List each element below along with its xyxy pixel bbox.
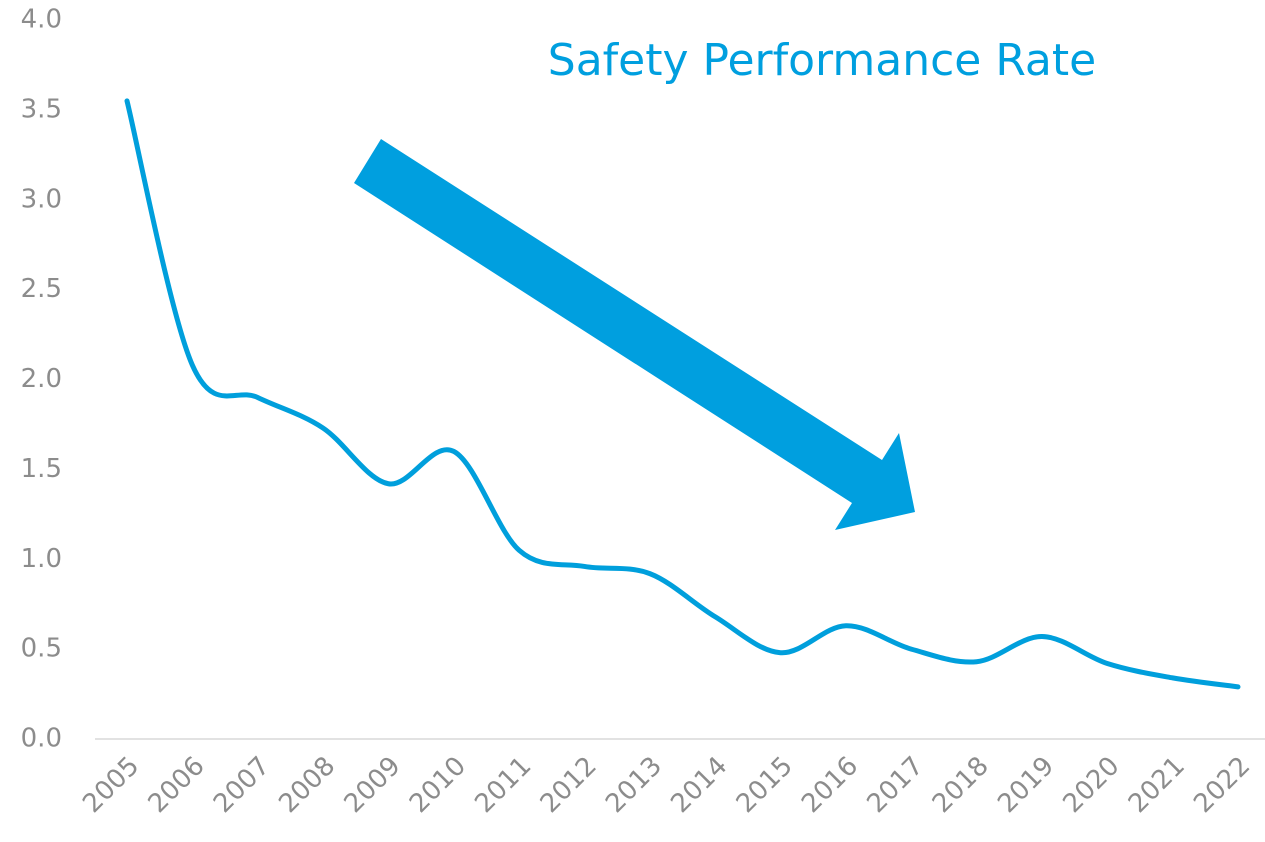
x-tick-label: 2017 (861, 751, 929, 819)
line-series (124, 98, 1241, 690)
x-tick-label: 2022 (1188, 751, 1256, 819)
x-tick-label: 2020 (1058, 751, 1126, 819)
x-tick-label: 2016 (796, 751, 864, 819)
x-tick-label: 2018 (927, 751, 995, 819)
x-tick-label: 2005 (77, 751, 145, 819)
y-tick-label: 3.5 (21, 94, 62, 124)
x-tick-label: 2021 (1123, 751, 1191, 819)
y-tick-label: 1.5 (21, 454, 62, 484)
y-tick-label: 3.0 (21, 184, 62, 214)
x-tick-label: 2015 (731, 751, 799, 819)
x-tick-label: 2013 (600, 751, 668, 819)
trend-arrow (354, 139, 915, 530)
x-tick-label: 2007 (208, 751, 276, 819)
x-tick-label: 2008 (273, 751, 341, 819)
y-tick-label: 2.5 (21, 274, 62, 304)
y-tick-label: 0.0 (21, 724, 62, 754)
x-tick-label: 2009 (339, 751, 407, 819)
y-tick-label: 0.5 (21, 634, 62, 664)
x-tick-label: 2012 (535, 751, 603, 819)
x-tick-label: 2014 (665, 751, 733, 819)
x-tick-label: 2006 (143, 751, 211, 819)
y-tick-label: 2.0 (21, 364, 62, 394)
y-tick-label: 1.0 (21, 544, 62, 574)
y-tick-label: 4.0 (21, 5, 62, 35)
x-tick-label: 2011 (469, 751, 537, 819)
chart-title: Safety Performance Rate (548, 35, 1096, 86)
x-tick-label: 2010 (404, 751, 472, 819)
x-tick-label: 2019 (992, 751, 1060, 819)
